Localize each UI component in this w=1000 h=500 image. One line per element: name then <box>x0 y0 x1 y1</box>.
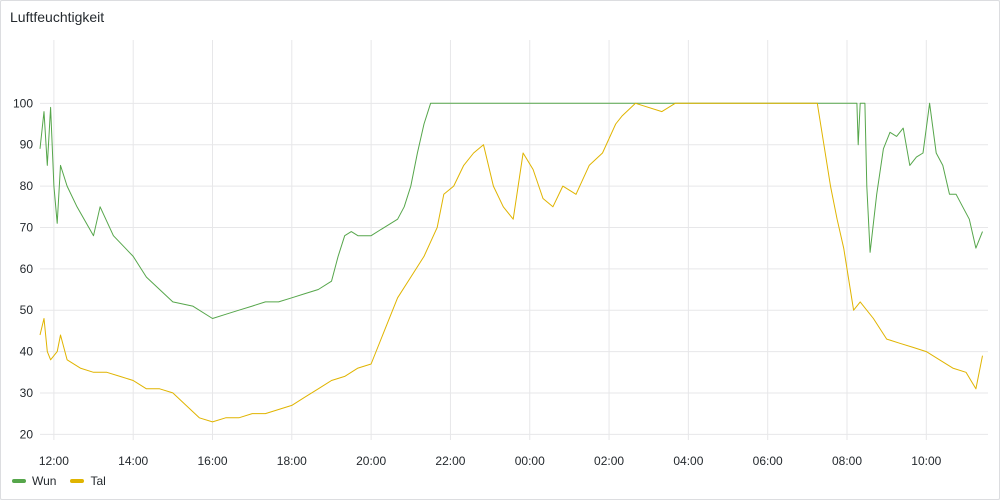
legend-label: Tal <box>90 474 106 488</box>
series-line-wun <box>39 102 983 319</box>
y-tick-label: 90 <box>20 138 34 152</box>
x-tick-label: 08:00 <box>832 454 862 468</box>
x-tick-label: 04:00 <box>673 454 703 468</box>
y-tick-label: 60 <box>20 262 34 276</box>
legend-item-wun[interactable]: Wun <box>12 474 56 488</box>
legend-swatch <box>12 479 26 483</box>
legend: Wun Tal <box>12 474 106 488</box>
panel-title: Luftfeuchtigkeit <box>10 9 105 25</box>
legend-item-tal[interactable]: Tal <box>70 474 106 488</box>
x-tick-label: 06:00 <box>753 454 783 468</box>
y-tick-label: 20 <box>20 427 34 441</box>
x-tick-label: 10:00 <box>911 454 941 468</box>
x-tick-label: 02:00 <box>594 454 624 468</box>
x-tick-label: 14:00 <box>118 454 148 468</box>
x-tick-label: 20:00 <box>356 454 386 468</box>
x-tick-label: 00:00 <box>515 454 545 468</box>
y-tick-label: 50 <box>20 303 34 317</box>
legend-swatch <box>70 479 85 483</box>
y-tick-label: 80 <box>20 179 34 193</box>
x-tick-label: 18:00 <box>277 454 307 468</box>
legend-label: Wun <box>32 474 57 488</box>
y-tick-label: 70 <box>20 220 34 234</box>
series-line-tal <box>39 102 983 423</box>
x-tick-label: 12:00 <box>39 454 69 468</box>
y-tick-label: 30 <box>20 386 34 400</box>
x-tick-label: 22:00 <box>435 454 465 468</box>
y-tick-label: 40 <box>20 345 34 359</box>
y-tick-label: 100 <box>13 96 33 110</box>
x-tick-label: 16:00 <box>197 454 227 468</box>
